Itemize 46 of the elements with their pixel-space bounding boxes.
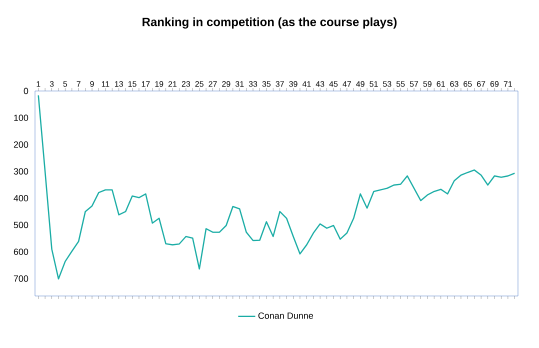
x-tick-label: 61: [436, 81, 445, 87]
x-tick-label: 51: [370, 81, 378, 87]
x-tick-label: 45: [329, 81, 338, 87]
y-tick-label: 400: [14, 194, 28, 202]
y-tick-label: 500: [14, 222, 28, 228]
x-tick-label: 55: [396, 81, 405, 87]
x-tick-label: 37: [276, 81, 284, 87]
chart-title: Ranking in competition (as the course plays): [142, 17, 397, 29]
x-tick-label: 5: [63, 81, 68, 87]
y-tick-label: 600: [14, 248, 28, 255]
x-tick-label: 69: [490, 81, 499, 87]
x-tick-label: 33: [248, 81, 258, 87]
x-tick-label: 35: [262, 81, 271, 87]
x-tick-label: 27: [208, 81, 217, 87]
x-tick-label: 25: [195, 81, 204, 87]
y-tick-label: 300: [14, 168, 28, 175]
x-tick-label: 57: [410, 81, 418, 87]
x-tick-label: 21: [168, 81, 177, 87]
x-tick-label: 67: [477, 81, 486, 87]
x-tick-label: 31: [235, 81, 244, 87]
x-tick-label: 49: [356, 81, 364, 87]
x-tick-label: 3: [50, 81, 54, 87]
x-tick-label: 9: [90, 81, 94, 87]
x-tick-label: 11: [102, 81, 110, 87]
y-tick-label: 700: [14, 275, 28, 282]
y-tick-label: 200: [14, 141, 28, 148]
x-tick-label: 71: [504, 81, 512, 87]
x-tick-label: 23: [182, 81, 190, 87]
x-tick-label: 17: [142, 81, 150, 87]
x-tick-label: 43: [316, 81, 324, 87]
x-tick-label: 39: [289, 81, 298, 87]
x-tick-label: 65: [464, 81, 472, 87]
x-tick-label: 15: [128, 81, 136, 87]
x-tick-label: 7: [76, 81, 80, 87]
x-tick-label: 53: [383, 81, 392, 87]
legend-label: Conan Dunne: [258, 312, 314, 319]
x-tick-label: 41: [302, 81, 311, 87]
y-tick-label: 100: [14, 114, 28, 121]
x-tick-label: 47: [342, 81, 351, 87]
x-tick-label: 59: [423, 81, 432, 87]
x-tick-label: 13: [115, 81, 123, 87]
y-tick-label: 0: [24, 88, 28, 94]
x-tick-label: 29: [222, 81, 230, 87]
x-tick-label: 63: [450, 81, 458, 87]
x-tick-label: 1: [36, 81, 40, 87]
x-tick-label: 19: [155, 81, 164, 87]
